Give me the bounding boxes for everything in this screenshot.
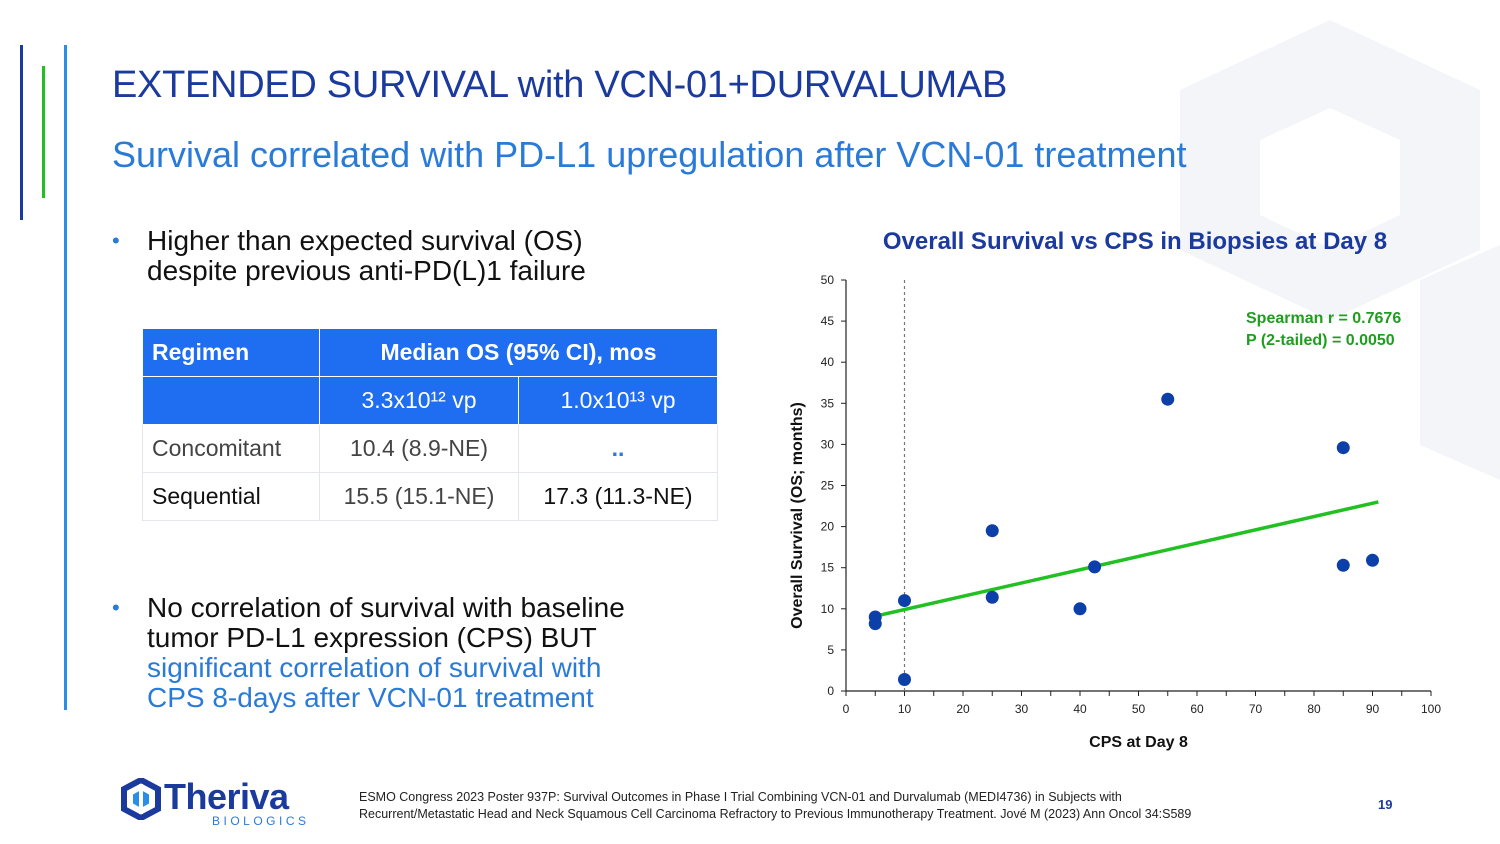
slide-title: EXTENDED SURVIVAL with VCN-01+DURVALUMAB — [112, 64, 1007, 106]
x-tick-label: 0 — [843, 702, 850, 716]
footnote-line: ESMO Congress 2023 Poster 937P: Survival… — [359, 790, 1122, 804]
y-tick-label: 10 — [821, 602, 835, 616]
theriva-logo-icon — [121, 778, 161, 820]
spearman-annotation: P (2-tailed) = 0.0050 — [1246, 332, 1395, 349]
data-point — [1088, 560, 1102, 574]
table-header-low-dose: 3.3x10¹² vp — [319, 376, 519, 425]
table-header-row: Regimen Median OS (95% CI), mos — [142, 328, 718, 377]
median-os-table: Regimen Median OS (95% CI), mos 3.3x10¹²… — [142, 328, 718, 521]
data-point — [898, 594, 911, 608]
y-tick-label: 30 — [821, 437, 835, 451]
table-header-high-dose: 1.0x10¹³ vp — [518, 376, 718, 425]
table-cell-low-dose: 10.4 (8.9-NE) — [319, 424, 519, 473]
bullet-text: No correlation of survival with baseline — [147, 592, 625, 623]
table-cell-low-dose: 15.5 (15.1-NE) — [319, 472, 519, 521]
x-tick-label: 70 — [1249, 702, 1263, 716]
table-cell-regimen: Concomitant — [142, 424, 320, 473]
footnote: ESMO Congress 2023 Poster 937P: Survival… — [359, 789, 1319, 823]
bullet-text-highlight: CPS 8-days after VCN-01 treatment — [147, 682, 594, 713]
y-tick-label: 40 — [821, 355, 835, 369]
bullet-text-highlight: significant correlation of survival with — [147, 652, 602, 683]
table-row: Sequential 15.5 (15.1-NE) 17.3 (11.3-NE) — [142, 472, 718, 521]
y-tick-label: 5 — [827, 643, 834, 657]
table-header-median-os: Median OS (95% CI), mos — [319, 328, 718, 377]
data-point — [1336, 558, 1350, 572]
data-point — [1161, 392, 1175, 406]
bullet-text: Higher than expected survival (OS) — [147, 225, 583, 256]
y-tick-label: 50 — [821, 273, 835, 287]
data-point — [1336, 441, 1350, 455]
x-tick-label: 20 — [956, 702, 970, 716]
bullet-dot-icon: • — [112, 595, 120, 620]
table-cell-high-dose: 17.3 (11.3-NE) — [518, 472, 718, 521]
y-tick-label: 20 — [821, 520, 835, 534]
data-point — [868, 617, 882, 631]
y-tick-label: 0 — [827, 684, 834, 698]
x-tick-label: 100 — [1421, 702, 1441, 716]
bullet-dot-icon: • — [112, 228, 120, 253]
spearman-annotation: Spearman r = 0.7676 — [1246, 310, 1401, 327]
table-row: Concomitant 10.4 (8.9-NE) .. — [142, 424, 718, 473]
data-point — [1366, 553, 1379, 567]
table-header-empty — [142, 376, 320, 425]
logo-name: Theriva — [164, 776, 289, 817]
x-tick-label: 60 — [1190, 702, 1204, 716]
bullet-survival: • Higher than expected survival (OS) des… — [112, 226, 586, 286]
data-point — [985, 590, 999, 604]
accent-line-green — [42, 66, 45, 198]
footnote-line: Recurrent/Metastatic Head and Neck Squam… — [359, 807, 1192, 821]
y-tick-label: 35 — [821, 396, 835, 410]
bullet-text: tumor PD-L1 expression (CPS) BUT — [147, 622, 597, 653]
chart-title: Overall Survival vs CPS in Biopsies at D… — [882, 228, 1388, 255]
bullet-correlation: • No correlation of survival with baseli… — [112, 593, 625, 713]
table-header-regimen: Regimen — [142, 328, 320, 377]
y-tick-label: 45 — [821, 314, 835, 328]
x-tick-label: 50 — [1132, 702, 1146, 716]
x-tick-label: 40 — [1073, 702, 1087, 716]
data-point — [1073, 602, 1087, 616]
trend-line — [874, 500, 1379, 618]
x-tick-label: 30 — [1015, 702, 1029, 716]
accent-line-blue — [64, 45, 67, 710]
accent-line-dark — [20, 45, 23, 220]
data-point — [985, 524, 999, 538]
table-cell-regimen: Sequential — [142, 472, 320, 521]
x-tick-label: 10 — [898, 702, 912, 716]
bullet-text: despite previous anti-PD(L)1 failure — [147, 255, 586, 286]
y-tick-label: 15 — [821, 561, 835, 575]
page-number: 19 — [1378, 797, 1393, 812]
table-dose-row: 3.3x10¹² vp 1.0x10¹³ vp — [142, 376, 718, 425]
x-tick-label: 80 — [1307, 702, 1321, 716]
x-axis-label: CPS at Day 8 — [1089, 734, 1188, 751]
y-tick-label: 25 — [821, 479, 835, 493]
x-tick-label: 90 — [1366, 702, 1380, 716]
slide-subtitle: Survival correlated with PD-L1 upregulat… — [112, 134, 1187, 175]
y-axis-label: Overall Survival (OS; months) — [789, 402, 806, 629]
table-cell-high-dose: .. — [518, 424, 718, 473]
data-point — [898, 672, 911, 686]
logo-subtitle: BIOLOGICS — [212, 814, 310, 828]
